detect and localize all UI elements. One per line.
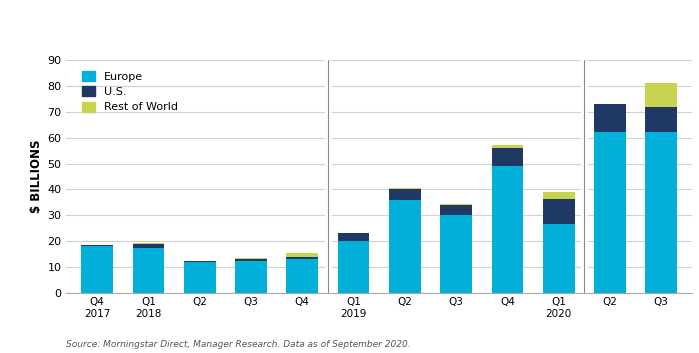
Text: Quarterly Global Sustainable Fund Flows (USD Billion): Quarterly Global Sustainable Fund Flows …: [126, 16, 573, 30]
Bar: [184, 262, 215, 293]
Bar: [594, 104, 626, 132]
Bar: [440, 205, 472, 215]
Bar: [287, 259, 318, 293]
Bar: [338, 233, 370, 241]
Bar: [338, 241, 370, 293]
Bar: [133, 244, 164, 248]
Bar: [594, 132, 626, 293]
Bar: [543, 198, 575, 225]
Legend: Europe, U.S., Rest of World: Europe, U.S., Rest of World: [78, 68, 181, 116]
Bar: [440, 204, 472, 205]
Bar: [235, 258, 267, 259]
Bar: [645, 107, 677, 132]
Bar: [491, 148, 524, 166]
Bar: [235, 259, 267, 261]
Bar: [491, 166, 524, 293]
Bar: [235, 261, 267, 293]
Bar: [645, 83, 677, 107]
Text: Source: Morningstar Direct, Manager Research. Data as of September 2020.: Source: Morningstar Direct, Manager Rese…: [66, 341, 411, 349]
Y-axis label: $ BILLIONS: $ BILLIONS: [30, 140, 43, 213]
Bar: [133, 248, 164, 293]
Bar: [491, 145, 524, 148]
Bar: [184, 261, 215, 262]
Bar: [389, 200, 421, 293]
Bar: [440, 215, 472, 293]
Bar: [543, 192, 575, 198]
Bar: [645, 132, 677, 293]
Bar: [389, 190, 421, 200]
Bar: [81, 245, 113, 246]
Bar: [287, 257, 318, 259]
Bar: [81, 246, 113, 293]
Bar: [389, 188, 421, 190]
Bar: [133, 243, 164, 244]
Bar: [543, 225, 575, 293]
Bar: [287, 253, 318, 257]
